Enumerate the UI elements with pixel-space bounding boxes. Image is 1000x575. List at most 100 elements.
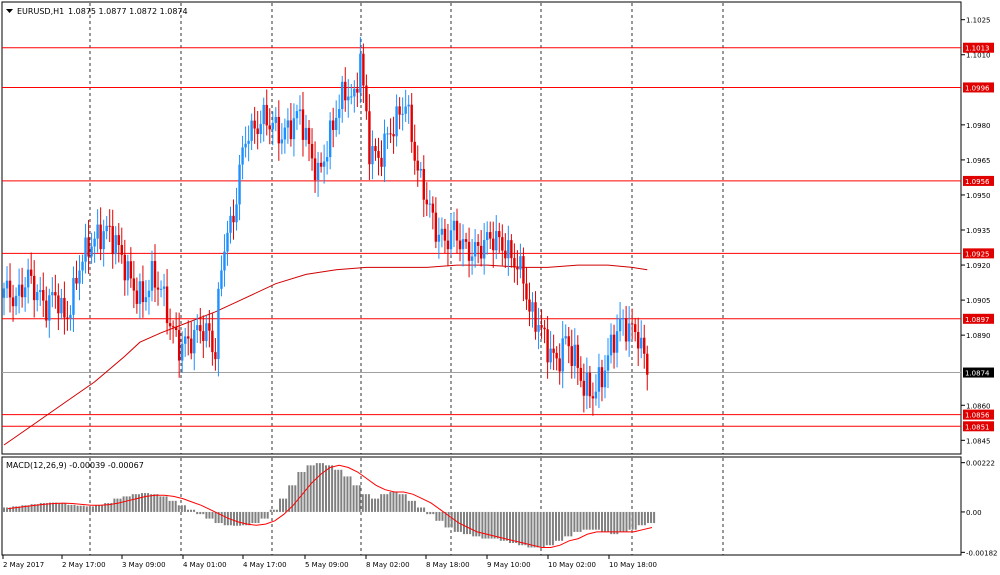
- macd-bar: [423, 507, 426, 512]
- price-tick-label: 1.0890: [966, 332, 991, 340]
- macd-bar: [364, 494, 367, 512]
- level-marker-label: 1.0856: [965, 412, 990, 420]
- candle-body: [458, 240, 462, 250]
- macd-bar: [410, 500, 413, 512]
- candle-body: [573, 344, 576, 366]
- candle-body: [380, 157, 383, 167]
- macd-bar: [420, 507, 423, 512]
- macd-bar: [527, 511, 530, 548]
- candle-body: [486, 232, 489, 241]
- candle-body: [168, 323, 172, 327]
- macd-bar: [389, 491, 392, 512]
- macd-bar: [622, 511, 625, 532]
- candle-body: [319, 162, 323, 167]
- macd-bar: [165, 496, 168, 512]
- macd-bar: [64, 503, 67, 512]
- price-tick-label: 1.1010: [966, 52, 991, 60]
- macd-bar: [377, 498, 380, 512]
- candle-body: [120, 245, 123, 255]
- candle-body: [328, 120, 332, 158]
- macd-bar: [116, 498, 119, 512]
- macd-bar: [521, 511, 524, 546]
- price-axis: 1.1025 1.1010 1.0980 1.0965 1.0950 1.0935 1.09…: [961, 17, 994, 445]
- macd-bar: [55, 502, 58, 512]
- macd-bar: [634, 511, 637, 530]
- candle-body: [295, 111, 299, 119]
- macd-bar: [269, 509, 272, 512]
- candle-body: [51, 292, 54, 296]
- level-marker-label: 1.0851: [965, 423, 990, 431]
- candle-body: [244, 143, 247, 148]
- level-marker-label: 1.0996: [965, 84, 990, 92]
- candle-body: [347, 96, 350, 101]
- macd-bar: [518, 511, 521, 546]
- macd-bar: [530, 511, 533, 548]
- macd-bar: [159, 496, 162, 512]
- macd-bar: [524, 511, 527, 546]
- macd-bar: [386, 494, 389, 512]
- macd-bar: [493, 511, 496, 539]
- macd-bar: [196, 511, 199, 515]
- candle-body: [262, 104, 265, 125]
- candle-body: [5, 280, 9, 289]
- chart-menu-triangle-icon[interactable]: [6, 9, 13, 13]
- macd-bar: [187, 509, 189, 512]
- time-tick-label: 2 May 2017: [3, 561, 44, 569]
- candle-body: [416, 160, 419, 171]
- macd-bar: [12, 506, 15, 512]
- macd-bar: [610, 511, 613, 535]
- candle-body: [54, 292, 57, 296]
- candle-body: [33, 275, 36, 301]
- macd-bar: [171, 500, 174, 512]
- candle-body: [338, 109, 341, 118]
- candle-body: [57, 295, 60, 314]
- candle-body: [591, 396, 595, 399]
- macd-bar: [438, 511, 441, 521]
- candle-body: [437, 234, 441, 242]
- moving-average: [3, 264, 648, 446]
- candle-body: [247, 140, 250, 144]
- macd-bar: [459, 511, 462, 532]
- level-marker: [963, 42, 994, 53]
- candle-body: [564, 336, 567, 339]
- candle-body: [443, 228, 447, 241]
- macd-bar: [168, 500, 171, 512]
- candle-body: [159, 288, 163, 290]
- candle-body: [470, 256, 474, 261]
- level-marker-label: 1.0956: [965, 178, 990, 186]
- macd-bar: [300, 471, 303, 512]
- macd-bar: [337, 469, 340, 512]
- time-tick-label: 10 May 02:00: [548, 561, 596, 569]
- macd-bar: [450, 511, 453, 528]
- macd-bar: [236, 511, 239, 526]
- macd-bar: [328, 465, 331, 512]
- candle-body: [187, 336, 190, 339]
- macd-bar: [361, 494, 364, 512]
- level-marker: [963, 82, 994, 93]
- candle-body: [36, 292, 39, 301]
- macd-bar: [331, 465, 334, 512]
- candle-body: [513, 258, 516, 268]
- macd-bar: [9, 507, 12, 512]
- candle-body: [353, 88, 356, 97]
- macd-bar: [294, 485, 297, 512]
- candle-body: [561, 338, 564, 372]
- candle-body: [325, 157, 329, 162]
- macd-bar: [217, 511, 220, 524]
- candle-body: [570, 346, 573, 366]
- price-tick-label: 1.0935: [966, 227, 991, 235]
- macd-bar: [561, 511, 564, 541]
- candle-body: [84, 237, 87, 262]
- macd-bar: [272, 509, 275, 512]
- macd-bar: [245, 511, 248, 526]
- macd-bar: [208, 511, 211, 519]
- candle-body: [45, 300, 48, 321]
- candle-body: [283, 127, 287, 140]
- level-marker-label: 1.0897: [965, 316, 990, 324]
- moving-average-line: [3, 264, 648, 446]
- candle-body: [150, 261, 154, 291]
- candle-body: [540, 325, 543, 328]
- candle-body: [196, 325, 199, 331]
- macd-bar: [321, 463, 324, 512]
